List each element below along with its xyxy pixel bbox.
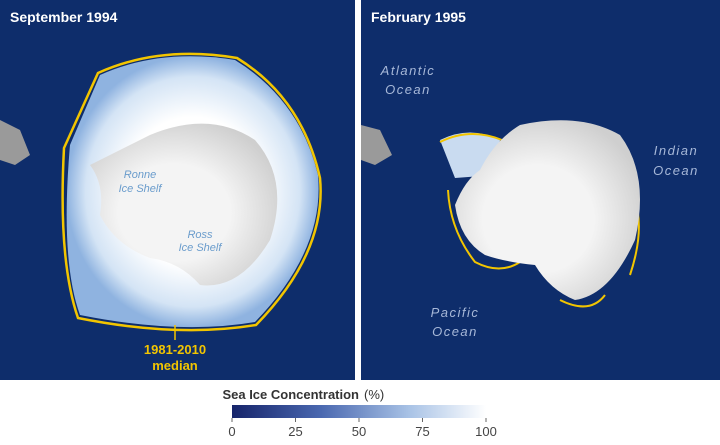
tick-label: 75 bbox=[415, 424, 429, 439]
shelf-label: Ice Shelf bbox=[119, 183, 163, 195]
panel-title: September 1994 bbox=[10, 9, 118, 25]
panel-left: September 1994 Ronne Ice Shelf Ross Ice … bbox=[0, 0, 355, 380]
shelf-label: Ice Shelf bbox=[179, 242, 223, 254]
legend-unit: (%) bbox=[364, 387, 384, 402]
median-outline bbox=[61, 52, 322, 332]
ocean-label: Pacific bbox=[431, 305, 480, 320]
legend: Sea Ice Concentration (%) 0 25 50 75 100 bbox=[222, 387, 496, 439]
ocean-label: Ocean bbox=[385, 82, 431, 97]
ocean-label: Indian bbox=[654, 143, 698, 158]
south-america bbox=[361, 125, 392, 165]
ocean-label: Ocean bbox=[432, 324, 478, 339]
antarctica bbox=[455, 120, 640, 300]
tick-label: 100 bbox=[475, 424, 497, 439]
median-label: 1981-2010 bbox=[144, 342, 206, 357]
south-america bbox=[0, 120, 30, 165]
antarctica bbox=[90, 123, 278, 286]
ocean-label: Atlantic bbox=[380, 63, 436, 78]
tick-label: 50 bbox=[352, 424, 366, 439]
legend-title: Sea Ice Concentration bbox=[222, 387, 359, 402]
shelf-label: Ross bbox=[187, 229, 213, 241]
panel-right: February 1995 Atlantic Ocean Indian Ocea… bbox=[361, 0, 720, 380]
shelf-label: Ronne bbox=[124, 169, 156, 181]
median-label: median bbox=[152, 358, 198, 373]
ocean-label: Ocean bbox=[653, 163, 699, 178]
tick-label: 25 bbox=[288, 424, 302, 439]
median-outline bbox=[439, 132, 640, 308]
panel-title: February 1995 bbox=[371, 9, 466, 25]
tick-label: 0 bbox=[228, 424, 235, 439]
colorbar bbox=[232, 405, 486, 418]
